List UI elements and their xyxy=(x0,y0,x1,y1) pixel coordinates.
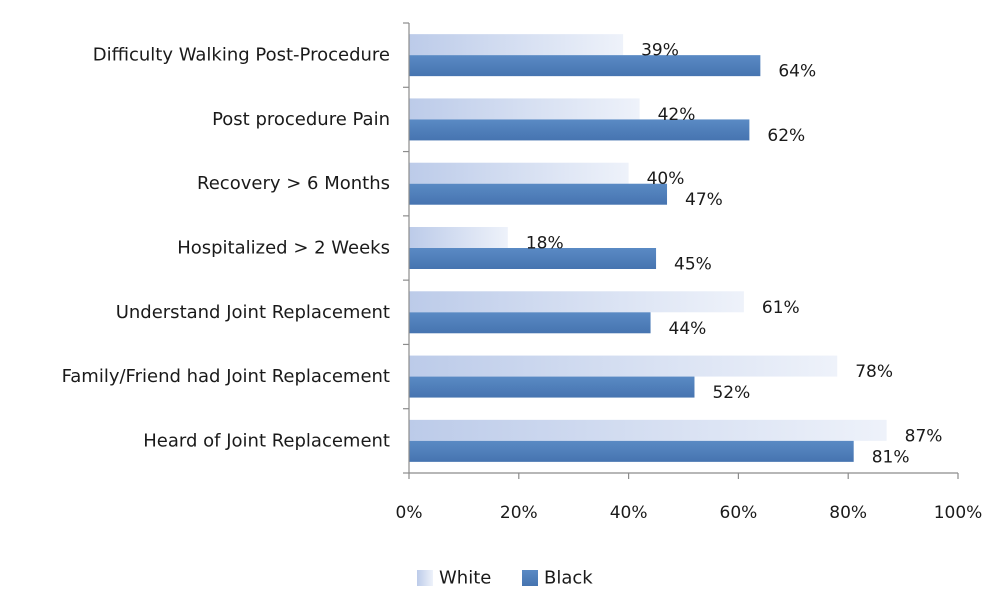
category-label: Understand Joint Replacement xyxy=(116,302,390,323)
legend-swatch-black xyxy=(522,570,538,586)
data-label: 42% xyxy=(658,105,696,125)
data-label: 62% xyxy=(767,126,805,146)
data-label: 45% xyxy=(674,255,712,275)
category-label: Hospitalized > 2 Weeks xyxy=(177,238,390,259)
bar-black xyxy=(409,440,854,462)
axes-layer xyxy=(403,22,959,479)
x-tick-label: 20% xyxy=(500,503,538,523)
data-label: 78% xyxy=(855,362,893,382)
legend-label-black: Black xyxy=(544,568,593,589)
x-tick-label: 40% xyxy=(610,503,648,523)
legend-label-white: White xyxy=(439,568,491,589)
bar-white xyxy=(409,355,838,377)
data-label: 87% xyxy=(905,426,943,446)
category-label: Heard of Joint Replacement xyxy=(143,430,390,451)
bar-white xyxy=(409,419,887,441)
bar-white xyxy=(409,291,744,313)
category-label: Post procedure Pain xyxy=(212,109,390,130)
bars-layer xyxy=(409,34,887,462)
x-tick-label: 100% xyxy=(934,503,983,523)
data-label: 18% xyxy=(526,234,564,254)
labels-layer: Difficulty Walking Post-Procedure 39% 64% P… xyxy=(62,41,983,523)
legend-swatch-white xyxy=(417,570,433,586)
legend: White Black xyxy=(417,568,593,589)
bar-black xyxy=(409,55,761,77)
category-label: Recovery > 6 Months xyxy=(197,173,390,194)
category-label: Difficulty Walking Post-Procedure xyxy=(93,45,390,66)
bar-black xyxy=(409,376,695,398)
data-label: 47% xyxy=(685,190,723,210)
x-tick-label: 80% xyxy=(829,503,867,523)
bar-white xyxy=(409,227,508,248)
data-label: 61% xyxy=(762,298,800,318)
data-label: 39% xyxy=(641,41,679,61)
x-tick-label: 60% xyxy=(720,503,758,523)
category-label: Family/Friend had Joint Replacement xyxy=(62,366,390,387)
bar-white xyxy=(409,98,640,120)
x-tick-label: 0% xyxy=(396,503,423,523)
data-label: 64% xyxy=(778,62,816,82)
bar-black xyxy=(409,248,657,269)
data-label: 40% xyxy=(647,169,685,189)
bar-black xyxy=(409,119,750,141)
data-label: 44% xyxy=(669,319,707,339)
bar-white xyxy=(409,162,629,184)
bar-white xyxy=(409,34,624,56)
bar-black xyxy=(409,183,668,205)
data-label: 52% xyxy=(712,383,750,403)
bar-black xyxy=(409,312,651,334)
data-label: 81% xyxy=(872,447,910,467)
